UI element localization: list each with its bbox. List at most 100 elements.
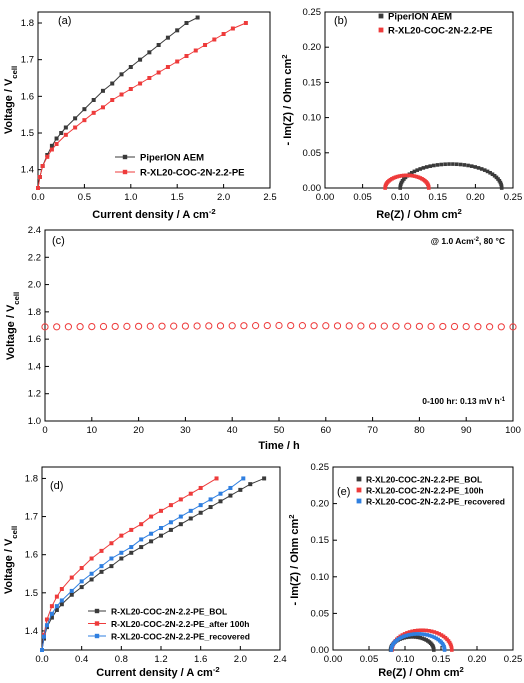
data-point bbox=[159, 526, 163, 530]
y-tick-label: 1.4 bbox=[21, 165, 34, 176]
data-point bbox=[395, 637, 400, 642]
data-point bbox=[397, 636, 402, 641]
y-tick-label: 0.10 bbox=[303, 113, 322, 124]
y-tick-label: 1.5 bbox=[25, 588, 38, 599]
data-point bbox=[427, 633, 432, 638]
panel-b: 0.00 0.05 0.10 0.15 0.20 0.25 0.00 0.05 0.10 0.15… bbox=[280, 7, 523, 221]
data-point bbox=[216, 322, 225, 330]
y-tick-label: 0.15 bbox=[311, 535, 330, 546]
data-point bbox=[439, 322, 447, 331]
y-axis-label: - Im(Z) / Ohm cm2 bbox=[280, 54, 295, 145]
data-point bbox=[99, 548, 104, 553]
data-point bbox=[435, 631, 439, 635]
data-point bbox=[427, 322, 435, 330]
data-point bbox=[492, 173, 497, 178]
data-point bbox=[450, 648, 454, 652]
plot-frame bbox=[44, 229, 514, 422]
data-point bbox=[476, 166, 481, 170]
data-point bbox=[198, 485, 203, 490]
x-tick-label: 0.00 bbox=[316, 192, 335, 203]
data-point bbox=[165, 65, 170, 69]
data-point bbox=[398, 184, 403, 188]
x-tick-label: 40 bbox=[227, 425, 238, 436]
data-point bbox=[454, 162, 459, 167]
data-point bbox=[122, 154, 128, 160]
data-point bbox=[497, 323, 505, 331]
data-point bbox=[414, 632, 419, 636]
data-point bbox=[345, 322, 353, 330]
data-point bbox=[54, 594, 59, 599]
legend-label: R-XL20-COC-2N-2.2-PE_100h bbox=[366, 486, 484, 496]
data-point bbox=[421, 628, 426, 633]
y-tick-label: 1.5 bbox=[21, 128, 34, 139]
data-point bbox=[404, 322, 412, 330]
data-point bbox=[168, 527, 173, 532]
data-point bbox=[420, 632, 424, 636]
data-point bbox=[82, 118, 87, 123]
data-point bbox=[262, 476, 267, 481]
data-point bbox=[138, 57, 143, 62]
data-point bbox=[159, 508, 163, 513]
data-point bbox=[109, 541, 114, 546]
data-point bbox=[430, 634, 434, 639]
data-point bbox=[499, 182, 503, 187]
data-point bbox=[54, 604, 59, 609]
data-point bbox=[298, 322, 306, 330]
y-tick-label: 1.4 bbox=[25, 626, 38, 637]
data-point bbox=[175, 59, 180, 64]
data-point bbox=[369, 322, 377, 330]
legend-label: R-XL20-COC-2N-2.2-PE_recovered bbox=[111, 632, 250, 642]
data-point bbox=[263, 321, 271, 330]
data-point bbox=[499, 184, 504, 188]
data-point bbox=[415, 168, 419, 172]
x-tick-label: 80 bbox=[414, 425, 425, 436]
data-point bbox=[432, 630, 437, 634]
data-point bbox=[49, 147, 54, 152]
data-point bbox=[170, 322, 178, 330]
data-point bbox=[356, 498, 362, 504]
data-point bbox=[413, 628, 417, 633]
data-point bbox=[110, 98, 115, 102]
data-point bbox=[165, 35, 170, 40]
data-point bbox=[119, 556, 124, 561]
x-tick-label: 0.20 bbox=[468, 654, 487, 665]
data-point bbox=[404, 173, 408, 178]
data-point bbox=[469, 164, 474, 168]
data-point bbox=[322, 322, 330, 330]
data-point bbox=[248, 482, 253, 487]
data-point bbox=[458, 162, 463, 167]
data-point bbox=[412, 632, 416, 636]
y-tick-label: 0.25 bbox=[311, 462, 330, 473]
y-tick-label: 0.20 bbox=[311, 499, 330, 510]
data-point bbox=[44, 623, 49, 628]
data-point bbox=[178, 522, 183, 527]
data-point bbox=[411, 635, 416, 639]
data-point bbox=[395, 174, 400, 179]
panel-e: 0.00 0.05 0.10 0.15 0.20 0.25 0.00 0.05 0.10 0.15… bbox=[287, 462, 523, 679]
panel-label: (c) bbox=[52, 235, 65, 247]
y-tick-label: 1.8 bbox=[21, 18, 34, 29]
data-point bbox=[437, 632, 442, 636]
data-point bbox=[129, 527, 134, 532]
x-tick-label: 0.00 bbox=[324, 654, 343, 665]
data-point bbox=[59, 602, 64, 607]
data-point bbox=[230, 26, 235, 31]
data-point bbox=[138, 81, 143, 86]
data-point bbox=[69, 592, 74, 597]
data-point bbox=[218, 499, 223, 504]
data-point bbox=[418, 167, 422, 171]
data-point bbox=[417, 632, 422, 636]
data-point bbox=[310, 322, 318, 330]
data-point bbox=[398, 186, 402, 190]
y-tick-label: 1.8 bbox=[28, 307, 41, 318]
data-point bbox=[356, 476, 362, 482]
y-tick-label: 2.2 bbox=[28, 252, 41, 263]
data-point bbox=[63, 125, 68, 130]
data-point bbox=[414, 174, 419, 179]
data-point bbox=[123, 322, 131, 330]
data-point bbox=[287, 321, 295, 330]
data-point bbox=[40, 648, 44, 652]
data-point bbox=[228, 485, 233, 490]
data-point bbox=[498, 180, 503, 185]
